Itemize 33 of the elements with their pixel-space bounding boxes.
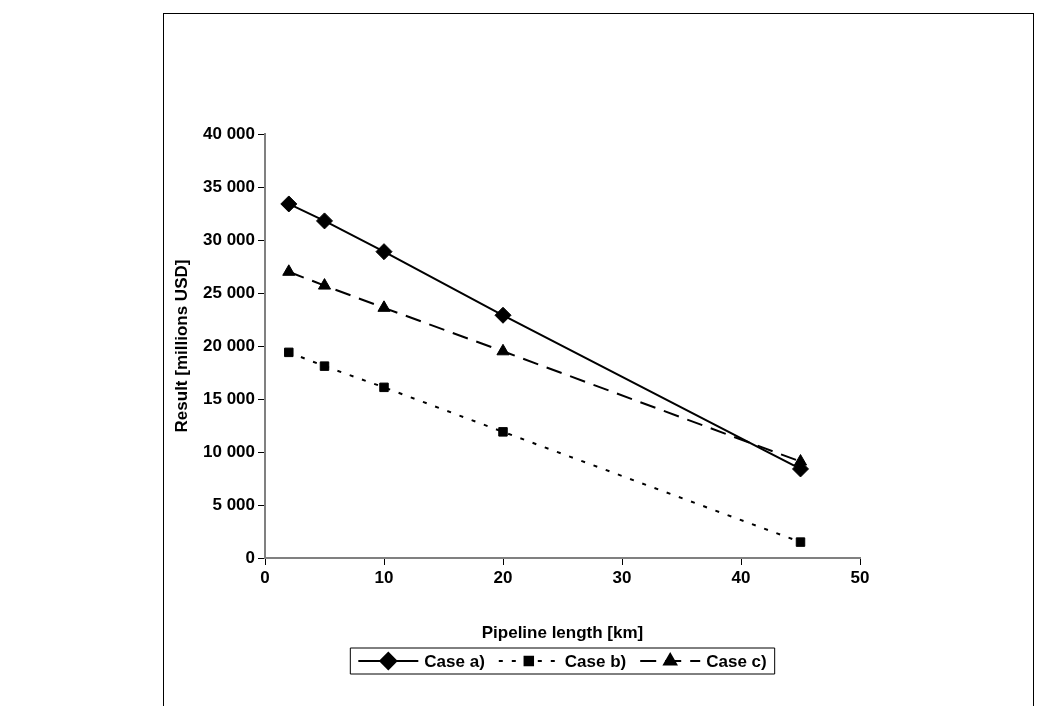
y-tick-label: 10 000 xyxy=(203,441,255,461)
legend-label: Case b) xyxy=(564,651,627,671)
point xyxy=(317,278,332,290)
y-tick-label: 20 000 xyxy=(203,335,255,355)
point xyxy=(377,300,391,312)
y-tick-label: 40 000 xyxy=(203,123,255,143)
y-tick-label: 0 xyxy=(245,547,255,567)
x-tick-label: 40 xyxy=(731,567,751,587)
x-tick-label: 20 xyxy=(493,567,513,587)
point xyxy=(498,427,508,437)
point xyxy=(795,537,806,547)
x-tick-label: 50 xyxy=(850,567,870,587)
point xyxy=(379,382,389,393)
point xyxy=(284,347,294,358)
point xyxy=(494,306,512,324)
x-axis-title: Pipeline length [km] xyxy=(481,623,644,643)
x-tick-label: 10 xyxy=(374,567,394,587)
y-axis-title: Result [millions USD] xyxy=(171,259,191,433)
x-tick-label: 0 xyxy=(260,567,270,587)
y-tick-label: 15 000 xyxy=(203,388,255,408)
x-tick-label: 30 xyxy=(612,567,632,587)
y-tick-label: 30 000 xyxy=(203,229,255,249)
point xyxy=(282,264,296,276)
point xyxy=(496,343,510,356)
y-tick-label: 25 000 xyxy=(203,282,255,302)
point xyxy=(280,195,298,213)
point xyxy=(319,361,330,371)
legend-label: Case c) xyxy=(706,651,767,671)
point xyxy=(375,243,393,261)
legend-label: Case a) xyxy=(424,651,485,671)
y-tick-label: 35 000 xyxy=(203,176,255,196)
y-tick-label: 5 000 xyxy=(212,494,255,514)
point xyxy=(316,212,333,230)
